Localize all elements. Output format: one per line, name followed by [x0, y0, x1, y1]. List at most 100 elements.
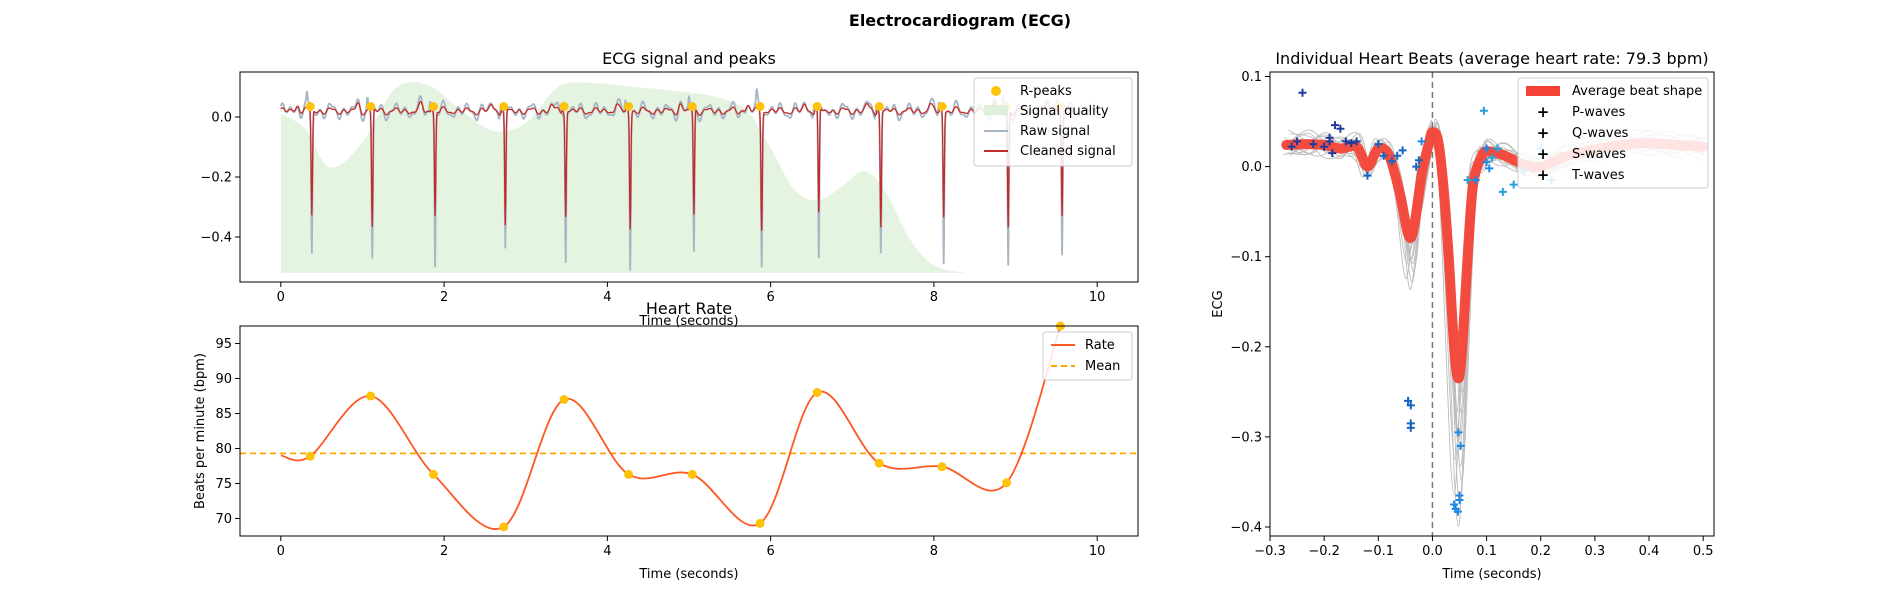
- s-wave-marker: [1450, 500, 1459, 509]
- legend-clean-label: Cleaned signal: [1020, 144, 1116, 159]
- rate-point: [687, 469, 697, 479]
- beats-x-tick-label: 0.1: [1476, 544, 1497, 559]
- s-wave-marker: [1453, 507, 1462, 516]
- rate-point: [499, 522, 509, 532]
- t-wave-marker: [1498, 187, 1507, 196]
- p-wave-marker: [1320, 142, 1329, 151]
- ecg-x-tick-label: 8: [930, 290, 938, 305]
- q-wave-marker: [1414, 156, 1423, 165]
- legend-quality-label: Signal quality: [1020, 104, 1109, 119]
- ecg-panel-title: ECG signal and peaks: [602, 49, 776, 68]
- beats-x-tick-label: 0.0: [1422, 544, 1443, 559]
- signal-quality-area: [280, 81, 967, 273]
- beats-y-axis-label: ECG: [1211, 290, 1226, 317]
- s-wave-marker: [1482, 158, 1491, 167]
- q-wave-marker: [1393, 151, 1402, 160]
- rate-y-tick-label: 85: [215, 407, 232, 422]
- legend-rpeaks-marker: [991, 86, 1001, 96]
- beats-panel-title: Individual Heart Beats (average heart ra…: [1275, 49, 1708, 68]
- rate-point: [559, 395, 569, 404]
- rate-point: [874, 458, 884, 468]
- rate-point: [1002, 478, 1012, 488]
- beats-legend: Average beat shape + P-waves + Q-waves +…: [1517, 77, 1709, 189]
- s-wave-marker: [1482, 144, 1491, 153]
- beats-x-tick-label: −0.3: [1254, 544, 1286, 559]
- beats-plot-frame: [1269, 71, 1715, 537]
- p-wave-marker: [1352, 137, 1361, 146]
- legend-rate-label: Rate: [1085, 338, 1115, 353]
- ecg-x-tick-label: 4: [603, 290, 611, 305]
- p-wave-marker: [1328, 149, 1337, 158]
- figure-title: Electrocardiogram (ECG): [849, 11, 1071, 30]
- ecg-x-axis-label: Time (seconds): [638, 314, 738, 329]
- ecg-y-tick-label: −0.4: [200, 231, 232, 246]
- rate-y-tick-label: 90: [215, 372, 232, 387]
- legend-q-label: Q-waves: [1572, 126, 1629, 141]
- p-wave-marker: [1309, 140, 1318, 149]
- r-peak-point: [812, 102, 822, 111]
- r-peak-point: [366, 102, 376, 111]
- s-wave-marker: [1471, 176, 1480, 185]
- t-wave-marker: [1479, 106, 1488, 115]
- beats-x-tick-label: 0.2: [1530, 544, 1551, 559]
- beats-y-tick-label: −0.2: [1230, 340, 1262, 355]
- rate-point: [937, 462, 947, 472]
- s-wave-marker: [1455, 495, 1464, 504]
- rate-y-tick-label: 95: [215, 337, 232, 352]
- q-wave-marker: [1374, 140, 1383, 149]
- rate-line: [280, 325, 1062, 530]
- ecg-x-tick-label: 6: [766, 290, 774, 305]
- beats-y-tick-label: −0.1: [1230, 250, 1262, 265]
- rate-y-tick-label: 80: [215, 442, 232, 457]
- beats-x-tick-label: 0.5: [1693, 544, 1714, 559]
- s-wave-marker: [1485, 164, 1494, 173]
- rate-x-tick-label: 8: [930, 544, 938, 559]
- beats-y-tick-label: 0.1: [1241, 70, 1262, 85]
- beats-x-axis-label: Time (seconds): [1441, 567, 1541, 582]
- legend-average-label: Average beat shape: [1572, 84, 1702, 99]
- legend-s-marker: +: [1537, 145, 1550, 163]
- q-wave-marker: [1398, 146, 1407, 155]
- rate-x-tick-label: 6: [766, 544, 774, 559]
- p-wave-marker: [1293, 137, 1302, 146]
- beats-y-tick-label: −0.4: [1230, 520, 1262, 535]
- q-wave-marker: [1406, 423, 1415, 432]
- rate-point: [624, 469, 634, 479]
- r-peak-point: [687, 102, 697, 111]
- legend-p-marker: +: [1537, 103, 1550, 121]
- q-wave-marker: [1404, 396, 1413, 405]
- rate-panel-title: Heart Rate: [646, 299, 732, 318]
- legend-raw-label: Raw signal: [1020, 124, 1090, 139]
- r-peak-point: [559, 102, 569, 111]
- t-wave-marker: [1509, 180, 1518, 189]
- ecg-x-tick-label: 0: [277, 290, 285, 305]
- legend-quality-swatch: [984, 105, 1008, 115]
- rate-legend: Rate Mean: [1042, 331, 1133, 381]
- rate-x-tick-label: 4: [603, 544, 611, 559]
- legend-rpeaks-label: R-peaks: [1020, 84, 1072, 99]
- r-peak-point: [428, 102, 438, 111]
- r-peak-point: [755, 102, 765, 111]
- p-wave-marker: [1287, 142, 1296, 151]
- q-wave-marker: [1412, 162, 1421, 171]
- r-peak-point: [305, 102, 315, 111]
- q-wave-marker: [1387, 157, 1396, 166]
- p-wave-marker: [1298, 88, 1307, 97]
- rate-point: [812, 388, 822, 397]
- beats-x-tick-label: 0.4: [1639, 544, 1660, 559]
- ecg-x-tick-label: 2: [440, 290, 448, 305]
- p-wave-marker: [1341, 137, 1350, 146]
- rate-y-axis-label: Beats per minute (bpm): [193, 353, 208, 509]
- q-wave-marker: [1379, 151, 1388, 160]
- rate-x-axis-label: Time (seconds): [638, 567, 738, 582]
- p-wave-marker: [1347, 139, 1356, 148]
- legend-mean-label: Mean: [1085, 359, 1120, 374]
- ecg-x-tick-label: 10: [1089, 290, 1106, 305]
- r-peak-point: [937, 102, 947, 111]
- t-wave-marker: [1493, 144, 1502, 153]
- q-wave-marker: [1363, 171, 1372, 180]
- r-peak-point: [624, 102, 634, 111]
- rate-point: [305, 451, 315, 461]
- legend-p-label: P-waves: [1572, 105, 1626, 120]
